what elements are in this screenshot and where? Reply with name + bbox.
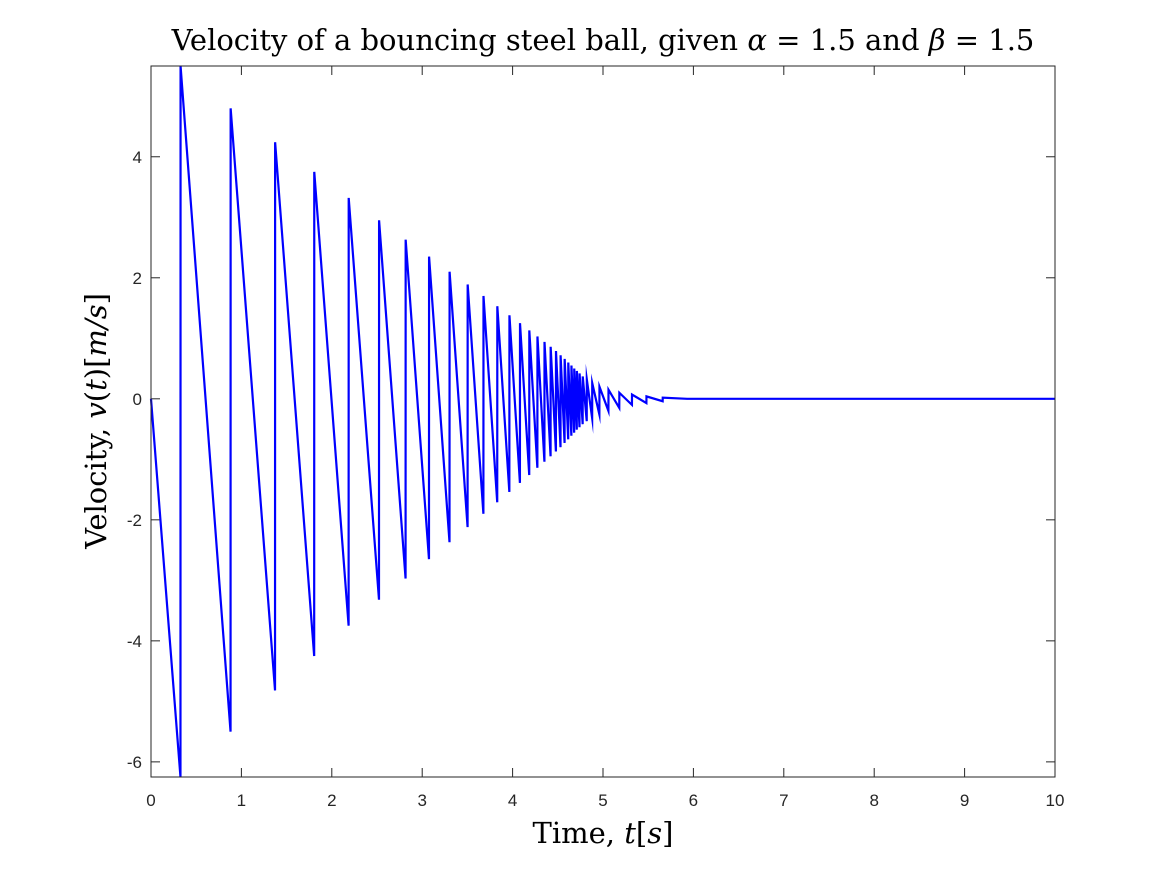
x-tick-label: 10 [1046,791,1065,810]
x-tick-label: 8 [869,791,878,810]
x-tick-label: 9 [960,791,969,810]
x-tick-label: 5 [598,791,607,810]
y-tick-label: 2 [133,269,142,288]
x-tick-label: 7 [779,791,788,810]
x-tick-label: 4 [508,791,517,810]
title-alpha-symbol: α [747,23,767,57]
title-beta-symbol: β [928,23,946,57]
chart-title: Velocity of a bouncing steel ball, given… [171,23,1035,57]
y-axis-title-variable: v [79,402,113,419]
y-axis-title-text: Velocity, [79,419,113,550]
x-axis-title-unit: s [647,816,662,850]
y-axis-ticks: -6 -4 -2 0 2 4 [127,148,1055,772]
axes-frame [150,65,1056,778]
title-text-3: = 1.5 [946,23,1035,57]
series-line-velocity [149,65,1055,778]
x-tick-label: 1 [237,791,246,810]
y-axis-title-bracket-close: ] [79,293,113,304]
x-axis-title-bracket-open: [ [636,816,647,850]
y-axis-title-unit: m/s [79,304,113,356]
x-axis-ticks: 0 1 2 3 4 5 6 7 8 9 10 [146,66,1064,810]
x-axis-title-text: Time, [533,816,625,850]
y-tick-label: -6 [127,753,142,772]
x-tick-label: 2 [327,791,336,810]
y-tick-label: 0 [133,390,142,409]
y-axis-title: Velocity, v(t)[m/s] [79,293,113,550]
x-axis-title: Time, t[s] [533,816,674,850]
y-axis-title-paren-close: ) [79,368,113,379]
y-axis-title-paren-open: ( [79,391,113,402]
y-axis-title-bracket-open: [ [79,357,113,368]
y-tick-label: 4 [133,148,142,167]
x-axis-title-bracket-close: ] [662,816,673,850]
x-tick-label: 0 [146,791,155,810]
series-layer [149,65,1055,778]
title-text-2: = 1.5 and [767,23,929,57]
x-tick-label: 3 [417,791,426,810]
x-axis-title-variable: t [624,816,636,850]
plot-area [151,66,1055,777]
y-tick-label: -2 [127,511,142,530]
y-axis-title-argument: t [79,379,113,391]
x-tick-label: 6 [689,791,698,810]
y-tick-label: -4 [127,632,142,651]
title-text-1: Velocity of a bouncing steel ball, given [171,23,748,57]
